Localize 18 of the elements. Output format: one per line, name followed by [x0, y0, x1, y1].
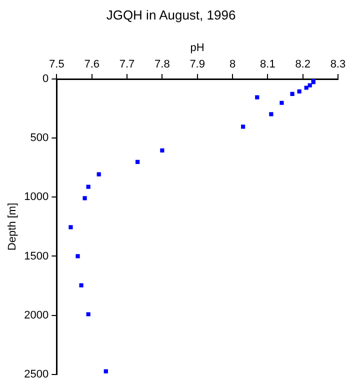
y-axis-title: Depth [m]: [6, 202, 19, 251]
y-tick-label: 1000: [24, 191, 49, 204]
y-tick-label: 2000: [24, 309, 49, 322]
x-tick-label: 7.8: [154, 58, 170, 70]
x-tick-label: 7.5: [49, 58, 64, 70]
x-tick-label: 7.6: [84, 58, 100, 70]
x-tick-label: 7.9: [190, 58, 205, 70]
x-tick-label: 7.7: [119, 58, 135, 70]
x-tick-label: 8.1: [260, 58, 276, 70]
chart-title: JGQH in August, 1996: [106, 7, 236, 22]
x-tick-label: 8: [229, 58, 236, 70]
x-axis-title: pH: [190, 42, 204, 54]
y-tick-label: 0: [42, 73, 49, 86]
y-tick-label: 500: [30, 132, 49, 144]
x-tick-label: 8.3: [330, 58, 346, 70]
y-tick-label: 2500: [24, 368, 49, 380]
y-tick-label: 1500: [24, 250, 49, 262]
x-tick-label: 8.2: [295, 58, 310, 70]
